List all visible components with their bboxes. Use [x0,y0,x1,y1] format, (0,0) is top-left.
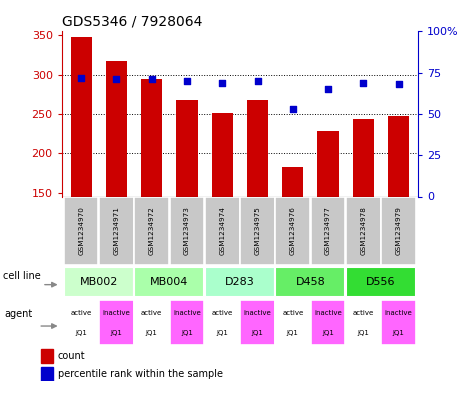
Text: agent: agent [4,309,33,319]
Bar [41,349,53,363]
Point [218,79,226,86]
Bar [71,37,92,197]
Point [148,76,155,83]
Text: active: active [70,310,92,316]
Bar [170,197,204,264]
Point [77,75,85,81]
Bar [381,299,416,345]
Bar [64,197,98,264]
Text: GDS5346 / 7928064: GDS5346 / 7928064 [62,15,202,29]
Text: GSM1234976: GSM1234976 [290,206,296,255]
Point [254,78,261,84]
Point [395,81,402,87]
Bar [346,299,380,345]
Text: JQ1: JQ1 [357,330,369,336]
Text: D556: D556 [366,277,396,287]
Bar [276,197,310,264]
Point [289,106,296,112]
Text: GSM1234977: GSM1234977 [325,206,331,255]
Bar [381,197,416,264]
Text: active: active [282,310,304,316]
Bar [353,119,374,196]
Bar [346,197,380,264]
Text: GSM1234970: GSM1234970 [78,206,84,255]
Bar [141,79,162,196]
Bar [346,266,416,298]
Point [113,76,120,83]
Text: GSM1234975: GSM1234975 [255,206,260,255]
Text: inactive: inactive [385,310,412,316]
Bar [282,167,304,196]
Text: JQ1: JQ1 [393,330,405,336]
Text: JQ1: JQ1 [252,330,264,336]
Text: JQ1: JQ1 [287,330,299,336]
Bar [247,100,268,196]
Text: GSM1234971: GSM1234971 [114,206,119,255]
Text: count: count [58,351,86,361]
Bar [106,61,127,196]
Text: JQ1: JQ1 [181,330,193,336]
Text: inactive: inactive [244,310,271,316]
Bar [212,113,233,196]
Text: JQ1: JQ1 [75,330,87,336]
Text: JQ1: JQ1 [146,330,158,336]
Bar [134,266,204,298]
Bar [176,100,198,196]
Bar [64,299,98,345]
Bar [205,197,239,264]
Bar [205,299,239,345]
Bar [134,299,169,345]
Bar [276,299,310,345]
Text: JQ1: JQ1 [322,330,334,336]
Bar [170,299,204,345]
Text: active: active [353,310,374,316]
Text: D458: D458 [295,277,325,287]
Bar [205,266,275,298]
Point [324,86,332,92]
Text: D283: D283 [225,277,255,287]
Bar [134,197,169,264]
Point [183,78,191,84]
Bar [99,299,133,345]
Bar [240,197,275,264]
Text: percentile rank within the sample: percentile rank within the sample [58,369,223,379]
Text: JQ1: JQ1 [111,330,123,336]
Text: active: active [141,310,162,316]
Text: inactive: inactive [173,310,201,316]
Point [360,79,367,86]
Bar [388,116,409,196]
Text: GSM1234973: GSM1234973 [184,206,190,255]
Bar [64,266,133,298]
Bar [99,197,133,264]
Text: MB004: MB004 [150,277,189,287]
Bar [311,299,345,345]
Text: active: active [212,310,233,316]
Text: GSM1234974: GSM1234974 [219,206,225,255]
Bar [311,197,345,264]
Text: cell line: cell line [3,271,40,281]
Text: inactive: inactive [314,310,342,316]
Text: inactive: inactive [103,310,130,316]
Bar [41,367,53,380]
Text: JQ1: JQ1 [216,330,228,336]
Text: GSM1234979: GSM1234979 [396,206,401,255]
Bar [276,266,345,298]
Bar [317,131,339,196]
Text: GSM1234972: GSM1234972 [149,206,155,255]
Text: GSM1234978: GSM1234978 [361,206,366,255]
Bar [240,299,275,345]
Text: MB002: MB002 [80,277,118,287]
